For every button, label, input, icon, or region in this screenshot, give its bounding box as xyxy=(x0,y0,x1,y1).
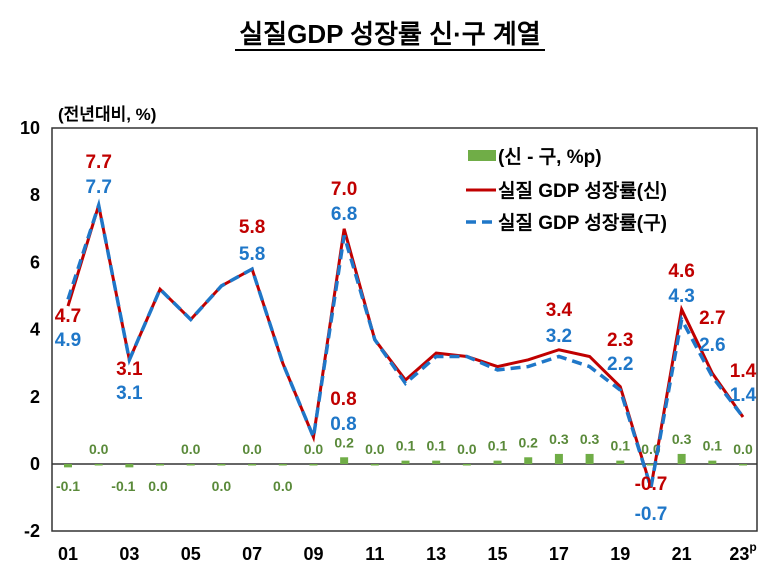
diff-bar xyxy=(340,457,349,464)
diff-bar xyxy=(309,464,318,466)
old-gdp-label: 6.8 xyxy=(331,204,357,225)
diff-bar xyxy=(156,464,165,466)
x-tick-label: 11 xyxy=(365,544,384,564)
diff-label: 0.1 xyxy=(703,438,723,454)
y-tick-label: 2 xyxy=(30,387,40,407)
y-tick-label: 10 xyxy=(20,118,40,138)
diff-label: -0.1 xyxy=(111,478,135,494)
y-tick-label: 0 xyxy=(30,454,40,474)
legend-diff-label: (신 - 구, %p) xyxy=(498,146,602,168)
y-tick-label: 8 xyxy=(30,185,40,205)
x-tick-label: 01 xyxy=(58,544,78,564)
diff-bar xyxy=(186,464,195,466)
old-gdp-label: 3.2 xyxy=(546,326,572,347)
new-gdp-label: 7.7 xyxy=(85,152,111,173)
diff-bar xyxy=(616,460,625,464)
diff-label: 0.0 xyxy=(212,478,232,494)
diff-bar xyxy=(432,460,441,464)
diff-bar xyxy=(739,464,747,466)
old-gdp-label: 0.8 xyxy=(330,414,356,435)
diff-bar xyxy=(554,453,563,464)
diff-label: 0.3 xyxy=(672,431,692,447)
legend-old-label: 실질 GDP 성장률(구) xyxy=(498,212,667,234)
legend-new-label: 실질 GDP 성장률(신) xyxy=(498,180,667,202)
x-tick-label: 13 xyxy=(426,544,446,564)
x-tick-label: 23p xyxy=(729,540,756,564)
diff-bar xyxy=(677,453,686,464)
diff-label: 0.3 xyxy=(549,431,569,447)
diff-bar xyxy=(708,460,717,464)
x-tick-label: 21 xyxy=(672,544,692,564)
old-gdp-line xyxy=(66,198,745,489)
diff-label: 0.3 xyxy=(580,431,600,447)
diff-label: 0.0 xyxy=(242,441,262,457)
diff-bar xyxy=(646,464,655,466)
old-gdp-label: 5.8 xyxy=(239,244,265,265)
y-tick-label: 6 xyxy=(30,252,40,272)
diff-bar xyxy=(64,464,72,468)
diff-label: 0.0 xyxy=(89,441,109,457)
new-gdp-label: 2.7 xyxy=(699,308,725,329)
diff-bar xyxy=(217,464,226,466)
diff-label: 0.2 xyxy=(334,434,354,450)
diff-bar xyxy=(370,464,379,466)
diff-label: 0.0 xyxy=(181,441,201,457)
new-gdp-label: 4.7 xyxy=(55,306,81,327)
diff-bar xyxy=(401,460,410,464)
x-tick-label: 03 xyxy=(119,544,139,564)
x-tick-label: 09 xyxy=(303,544,323,564)
diff-label: -0.1 xyxy=(56,478,80,494)
diff-label: 0.0 xyxy=(365,441,385,457)
diff-label: 0.0 xyxy=(273,478,293,494)
new-gdp-label: 4.6 xyxy=(668,261,694,282)
plot-frame xyxy=(51,127,758,532)
x-tick-label: 05 xyxy=(181,544,201,564)
old-gdp-label: 3.1 xyxy=(116,383,143,404)
legend-bar-swatch xyxy=(468,150,496,161)
diff-bar xyxy=(462,464,471,466)
diff-label: 0.0 xyxy=(457,441,477,457)
diff-bar xyxy=(524,457,533,464)
new-gdp-label: 5.8 xyxy=(239,217,265,238)
y-tick-label: -2 xyxy=(24,521,40,541)
new-gdp-label: 0.8 xyxy=(330,389,356,410)
diff-label: 0.1 xyxy=(426,438,446,454)
diff-bar xyxy=(94,464,103,466)
x-tick-label: 19 xyxy=(610,544,630,564)
chart-title: 실질GDP 성장률 신·구 계열 xyxy=(0,14,780,51)
old-gdp-label: 4.9 xyxy=(55,330,81,351)
diff-label: 0.1 xyxy=(396,438,416,454)
x-tick-label: 07 xyxy=(242,544,262,564)
new-gdp-label: 3.1 xyxy=(116,359,143,380)
diff-label: 0.0 xyxy=(304,441,324,457)
diff-bar xyxy=(278,464,287,466)
x-tick-label: 15 xyxy=(488,544,508,564)
diff-label: 0.1 xyxy=(488,438,508,454)
diff-label: 0.1 xyxy=(611,438,631,454)
old-gdp-label: 1.4 xyxy=(730,385,757,406)
new-gdp-label: -0.7 xyxy=(635,474,668,495)
diff-label: 0.2 xyxy=(518,434,538,450)
x-tick-label: 17 xyxy=(549,544,569,564)
old-gdp-label: 7.7 xyxy=(85,177,111,198)
new-gdp-label: 3.4 xyxy=(546,300,573,321)
diff-bar xyxy=(493,460,502,464)
old-gdp-label: 4.3 xyxy=(668,286,694,307)
new-gdp-label: 2.3 xyxy=(607,330,633,351)
old-gdp-label: 2.6 xyxy=(699,335,725,356)
diff-label: 0.0 xyxy=(733,441,753,457)
diff-bar xyxy=(248,464,257,466)
old-gdp-label: 2.2 xyxy=(607,354,633,375)
diff-bar xyxy=(125,464,134,468)
y-axis-unit: (전년대비, %) xyxy=(58,105,157,124)
old-gdp-label: -0.7 xyxy=(635,504,668,525)
diff-bar xyxy=(585,453,594,464)
new-gdp-label: 1.4 xyxy=(730,361,757,382)
diff-label: 0.0 xyxy=(148,478,168,494)
y-tick-label: 4 xyxy=(30,320,40,340)
new-gdp-label: 7.0 xyxy=(331,179,357,200)
